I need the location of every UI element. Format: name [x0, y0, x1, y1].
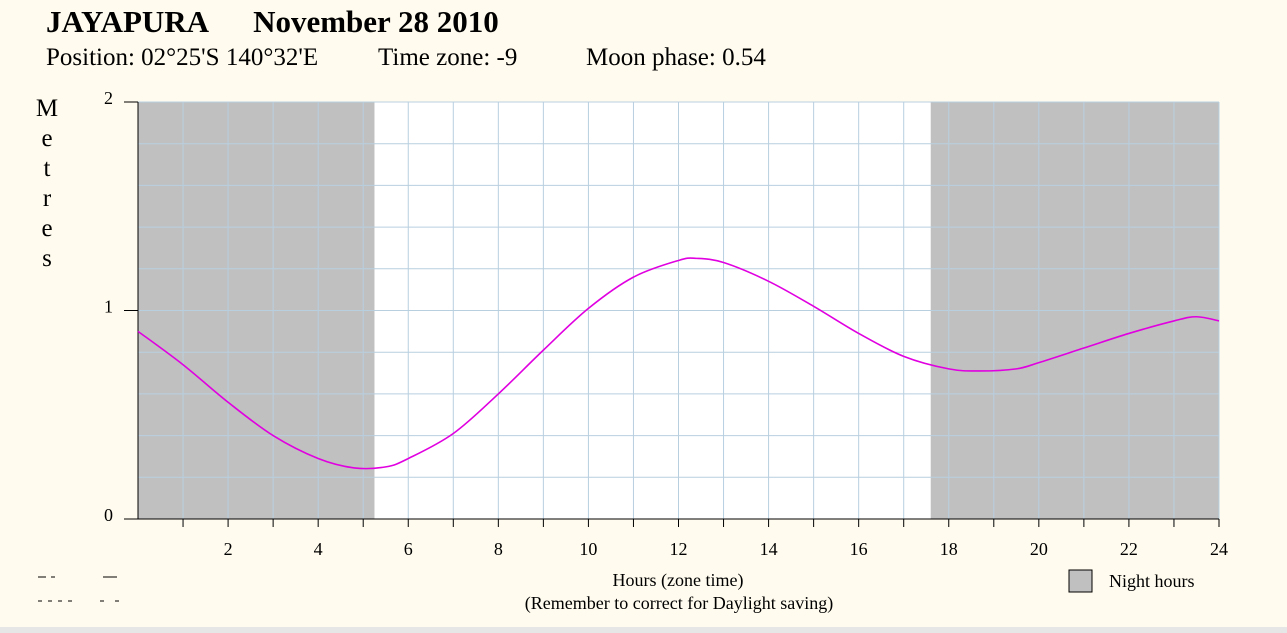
tide-curve	[137, 257, 1220, 470]
chart-subtitle: Position: 02°25'S 140°32'E Time zone: -9…	[46, 44, 766, 72]
moon-phase-text: Moon phase: 0.54	[586, 44, 766, 71]
chart-title: JAYAPURA November 28 2010	[46, 4, 499, 40]
timezone-text: Time zone: -9	[378, 44, 518, 71]
x-tick-label: 4	[314, 539, 323, 559]
y-tick-label: 2	[104, 88, 113, 108]
place-name: JAYAPURA	[46, 4, 210, 39]
x-tick-label: 6	[404, 539, 413, 559]
x-tick-label: 16	[850, 539, 868, 559]
x-axis-label: Hours (zone time)	[613, 570, 744, 591]
x-tick-label: 22	[1120, 539, 1138, 559]
position-text: Position: 02°25'S 140°32'E	[46, 44, 319, 71]
x-tick-label: 18	[940, 539, 958, 559]
chart-date: November 28 2010	[253, 4, 499, 39]
x-tick-label: 12	[670, 539, 688, 559]
x-axis-note: (Remember to correct for Daylight saving…	[525, 593, 833, 614]
bottom-strip	[0, 627, 1287, 633]
y-tick-label: 1	[104, 297, 113, 317]
decorative-dashes	[38, 576, 119, 602]
x-tick-label: 10	[579, 539, 597, 559]
night-legend-swatch	[1068, 569, 1093, 593]
x-tick-label: 24	[1210, 539, 1228, 559]
x-tick-label: 14	[760, 539, 778, 559]
x-tick-label: 8	[494, 539, 503, 559]
x-tick-label: 2	[224, 539, 233, 559]
night-legend-label: Night hours	[1109, 571, 1195, 591]
y-tick-label: 0	[104, 505, 113, 525]
x-tick-label: 20	[1030, 539, 1048, 559]
